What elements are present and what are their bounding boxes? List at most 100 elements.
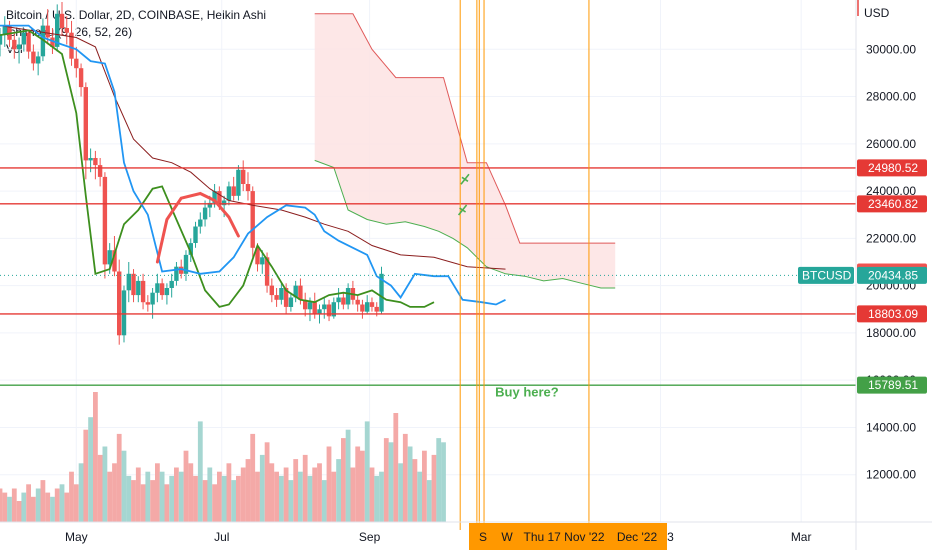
candle-body bbox=[60, 14, 64, 28]
candle-body bbox=[141, 281, 145, 302]
volume-bar bbox=[98, 455, 103, 522]
time-tag: Thu 17 Nov '22 bbox=[523, 530, 604, 544]
candle-body bbox=[365, 302, 369, 312]
volume-bar bbox=[198, 421, 203, 522]
volume-bar bbox=[336, 459, 341, 522]
time-tag: S bbox=[479, 530, 487, 544]
candle-body bbox=[203, 208, 207, 220]
volume-bar bbox=[41, 480, 46, 522]
x-tick-label: May bbox=[65, 530, 88, 544]
volume-bar bbox=[55, 489, 60, 523]
volume-bar bbox=[236, 476, 241, 522]
candle-body bbox=[127, 274, 131, 291]
volume-bar bbox=[351, 468, 356, 523]
volume-bar bbox=[370, 468, 375, 523]
volume-bar bbox=[255, 472, 260, 522]
volume-bar bbox=[408, 447, 413, 523]
volume-bar bbox=[207, 468, 212, 523]
candle-body bbox=[289, 298, 293, 308]
volume-bar bbox=[284, 468, 289, 523]
candle-body bbox=[170, 281, 174, 288]
volume-bar bbox=[50, 497, 55, 522]
volume-bar bbox=[184, 451, 189, 522]
candle-body bbox=[165, 288, 169, 295]
candle-body bbox=[370, 302, 374, 307]
volume-bar bbox=[331, 472, 336, 522]
candle-body bbox=[356, 300, 360, 305]
candle-body bbox=[336, 298, 340, 303]
volume-bar bbox=[145, 472, 150, 522]
candle-body bbox=[346, 288, 350, 305]
volume-bar bbox=[365, 421, 370, 522]
volume-bar bbox=[93, 392, 98, 522]
candle-body bbox=[103, 177, 107, 265]
volume-bar bbox=[160, 472, 165, 522]
volume-bars bbox=[0, 392, 446, 522]
y-tick-label: 28000.00 bbox=[866, 90, 916, 104]
candle-body bbox=[236, 170, 240, 196]
volume-bar bbox=[193, 476, 198, 522]
candle-body bbox=[122, 290, 126, 335]
candle-body bbox=[84, 87, 88, 160]
volume-bar bbox=[122, 451, 127, 522]
volume-bar bbox=[45, 493, 50, 522]
candle-body bbox=[308, 302, 312, 309]
volume-bar bbox=[384, 438, 389, 522]
ichimoku-cloud bbox=[315, 14, 616, 288]
candle-body bbox=[26, 33, 30, 52]
candle-body bbox=[251, 191, 255, 248]
volume-bar bbox=[269, 463, 274, 522]
x-tick-label: Jul bbox=[214, 530, 229, 544]
level-tag-15789.51: 15789.51 bbox=[868, 378, 918, 392]
volume-bar bbox=[374, 476, 379, 522]
candle-body bbox=[88, 158, 92, 160]
volume-bar bbox=[389, 442, 394, 522]
candle-body bbox=[117, 272, 121, 336]
volume-bar bbox=[398, 463, 403, 522]
volume-bar bbox=[250, 434, 255, 522]
candle-body bbox=[160, 283, 164, 295]
volume-bar bbox=[88, 417, 93, 522]
y-tick-label: 26000.00 bbox=[866, 137, 916, 151]
volume-bar bbox=[107, 472, 112, 522]
volume-bar bbox=[69, 472, 74, 522]
candle-body bbox=[341, 298, 345, 305]
volume-bar bbox=[7, 497, 12, 522]
volume-bar bbox=[179, 472, 184, 522]
volume-bar bbox=[308, 476, 313, 522]
candle-body bbox=[12, 40, 16, 50]
candle-body bbox=[31, 52, 35, 64]
volume-bar bbox=[36, 489, 41, 523]
volume-bar bbox=[241, 468, 246, 523]
cloud-area bbox=[315, 14, 616, 288]
volume-bar bbox=[327, 447, 332, 523]
volume-bar bbox=[188, 463, 193, 522]
y-tick-label: 30000.00 bbox=[866, 42, 916, 56]
volume-bar bbox=[403, 434, 408, 522]
volume-bar bbox=[298, 472, 303, 522]
volume-bar bbox=[231, 480, 236, 522]
volume-bar bbox=[422, 451, 427, 522]
volume-bar bbox=[165, 484, 170, 522]
volume-bar bbox=[393, 413, 398, 522]
candle-body bbox=[193, 227, 197, 244]
candle-body bbox=[98, 165, 102, 177]
last-price-tag: 20434.85 bbox=[868, 268, 918, 282]
volume-bar bbox=[279, 476, 284, 522]
volume-bar bbox=[312, 468, 317, 523]
volume-bar bbox=[12, 489, 17, 523]
candle-body bbox=[375, 307, 379, 312]
candle-body bbox=[74, 59, 78, 68]
level-tag-18803.09: 18803.09 bbox=[868, 307, 918, 321]
candle-body bbox=[136, 281, 140, 295]
candle-body bbox=[279, 288, 283, 300]
annotations: Buy here? bbox=[495, 384, 559, 399]
candle-body bbox=[65, 28, 69, 33]
candle-body bbox=[93, 158, 97, 165]
volume-bar bbox=[222, 476, 227, 522]
x-tick-label: Sep bbox=[359, 530, 381, 544]
price-axis[interactable]: USD12000.0014000.0016000.0018000.0020000… bbox=[798, 0, 927, 550]
candle-body bbox=[260, 257, 264, 264]
